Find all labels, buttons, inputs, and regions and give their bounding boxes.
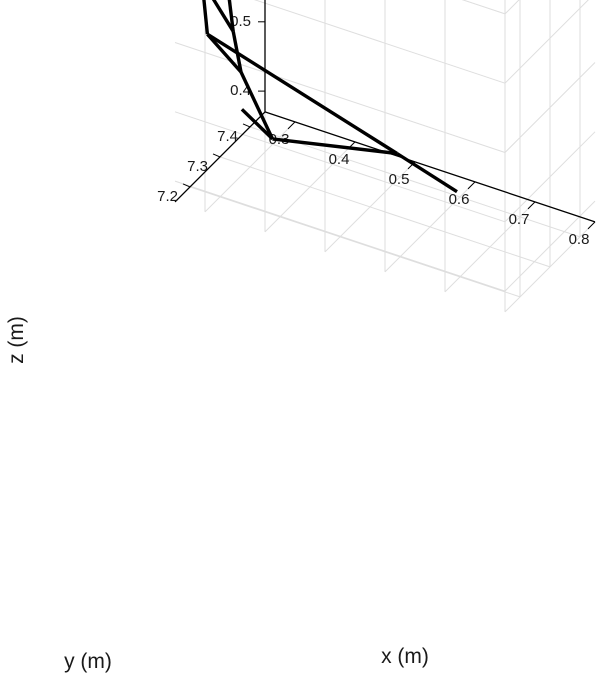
axis-labels: x (m) y (m) z (m) <box>5 316 429 673</box>
y-tick <box>182 183 191 188</box>
x-axis-line <box>264 111 596 223</box>
x-tick-label: 0.6 <box>449 191 470 208</box>
y-tick <box>242 123 251 128</box>
grid-line <box>504 0 589 84</box>
x-tick-label: 0.4 <box>329 151 350 168</box>
x-tick-label: 0.7 <box>509 211 530 228</box>
z-tick-label: 0.4 <box>230 82 251 99</box>
x-tick <box>287 121 296 130</box>
data-segment-G-H <box>202 0 210 35</box>
grid-line <box>253 0 506 84</box>
data-segment-A-C <box>239 71 275 140</box>
x-axis-label: x (m) <box>381 645 429 668</box>
x-tick <box>587 221 596 230</box>
data-segment-A-I <box>272 137 398 156</box>
grid-line <box>461 0 506 15</box>
grid-line <box>504 131 596 223</box>
data-segment-C-H <box>206 33 243 74</box>
grid-line <box>249 126 581 238</box>
data-segment-D-E <box>227 0 235 32</box>
y-tick-label: 7.4 <box>217 128 238 145</box>
grid-lines <box>174 0 596 313</box>
grid-line <box>174 180 506 292</box>
y-tick-label: 7.2 <box>157 188 178 205</box>
grid-line <box>174 111 506 223</box>
grid-line <box>504 200 596 292</box>
x-tick-label: 0.5 <box>389 171 410 188</box>
data-segment-H-I <box>206 32 398 155</box>
data-segment-D-G <box>211 0 235 33</box>
data-lines <box>202 0 458 194</box>
z-tick-label: 0.5 <box>230 13 251 30</box>
grid-line <box>189 186 521 298</box>
axes: 0.30.40.50.60.70.87.27.37.40.40.50.60.70… <box>157 0 596 248</box>
data-segment-B-A <box>240 108 274 141</box>
x-tick-label: 0.8 <box>569 231 590 248</box>
x-tick <box>467 181 476 190</box>
grid-line <box>219 156 551 268</box>
data-segment-I-J <box>396 152 458 194</box>
y-tick <box>212 153 221 158</box>
x-tick <box>527 201 536 210</box>
z-axis-label: z (m) <box>5 316 28 364</box>
y-tick-label: 7.3 <box>187 158 208 175</box>
grid-line <box>504 62 596 153</box>
y-axis-label: y (m) <box>64 650 112 673</box>
